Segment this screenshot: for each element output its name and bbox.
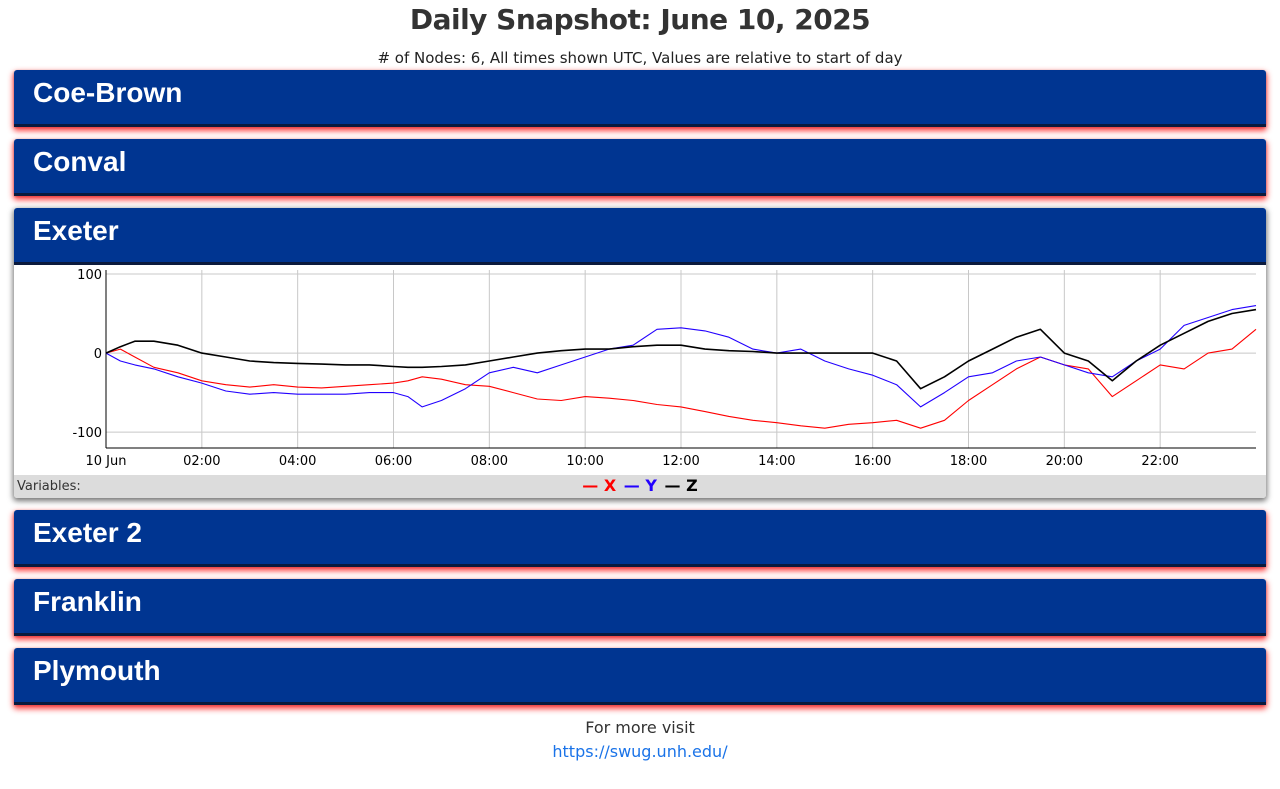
footer-text: For more visit xyxy=(585,718,695,737)
x-tick-label: 04:00 xyxy=(279,454,316,469)
node-panel-exeter: Exeter 10 Jun 02:00 04:00 06:00 08:00 10:00 12… xyxy=(14,208,1266,498)
y-tick-label: 0 xyxy=(94,347,102,362)
node-header-exeter[interactable]: Exeter xyxy=(14,208,1266,265)
node-panel-franklin: Franklin xyxy=(14,579,1266,636)
x-tick-label: 18:00 xyxy=(950,454,987,469)
node-header-franklin[interactable]: Franklin xyxy=(14,579,1266,636)
x-tick-label: 10 Jun xyxy=(86,454,127,469)
y-tick-label: -100 xyxy=(72,426,102,441)
x-tick-label: 14:00 xyxy=(758,454,795,469)
node-header-coe-brown[interactable]: Coe-Brown xyxy=(14,70,1266,127)
legend-label-y: Y xyxy=(645,476,657,495)
x-tick-label: 02:00 xyxy=(183,454,220,469)
legend-label-x: X xyxy=(603,476,617,495)
y-tick-label: 100 xyxy=(77,268,102,283)
x-tick-label: 16:00 xyxy=(854,454,891,469)
footer-link-wrapper: https://swug.unh.edu/ xyxy=(0,742,1280,762)
node-header-exeter-2[interactable]: Exeter 2 xyxy=(14,510,1266,567)
node-panel-plymouth: Plymouth xyxy=(14,648,1266,705)
node-panel-conval: Conval xyxy=(14,139,1266,196)
x-tick-label: 08:00 xyxy=(471,454,508,469)
legend-item-z[interactable]: — Z xyxy=(665,476,698,496)
legend-dash-x: — xyxy=(582,476,599,495)
page-subtitle: # of Nodes: 6, All times shown UTC, Valu… xyxy=(377,49,903,67)
legend-dash-z: — xyxy=(664,476,681,495)
chart-svg: 10 Jun 02:00 04:00 06:00 08:00 10:00 12:00 14:0… xyxy=(72,268,1257,469)
legend-bar: Variables: — X — Y — Z xyxy=(14,475,1266,498)
x-tick-label: 06:00 xyxy=(375,454,412,469)
node-header-conval[interactable]: Conval xyxy=(14,139,1266,196)
legend-title: Variables: xyxy=(17,479,81,494)
x-tick-label: 20:00 xyxy=(1046,454,1083,469)
series-line-y xyxy=(105,305,1257,408)
footer-link[interactable]: https://swug.unh.edu/ xyxy=(552,742,728,761)
legend-item-x[interactable]: — X xyxy=(582,476,616,496)
node-panel-coe-brown: Coe-Brown xyxy=(14,70,1266,127)
legend-item-y[interactable]: — Y xyxy=(624,476,657,496)
legend-label-z: Z xyxy=(686,476,698,495)
legend-dash-y: — xyxy=(623,476,640,495)
x-tick-label: 10:00 xyxy=(566,454,603,469)
page-title: Daily Snapshot: June 10, 2025 xyxy=(409,3,871,36)
x-tick-label: 22:00 xyxy=(1141,454,1178,469)
magnetometer-chart: 10 Jun 02:00 04:00 06:00 08:00 10:00 12:00 14:0… xyxy=(14,265,1266,474)
legend-items: — X — Y — Z xyxy=(14,476,1266,496)
node-header-plymouth[interactable]: Plymouth xyxy=(14,648,1266,705)
x-tick-label: 12:00 xyxy=(662,454,699,469)
series-line-z xyxy=(105,308,1257,390)
node-panel-exeter-2: Exeter 2 xyxy=(14,510,1266,567)
